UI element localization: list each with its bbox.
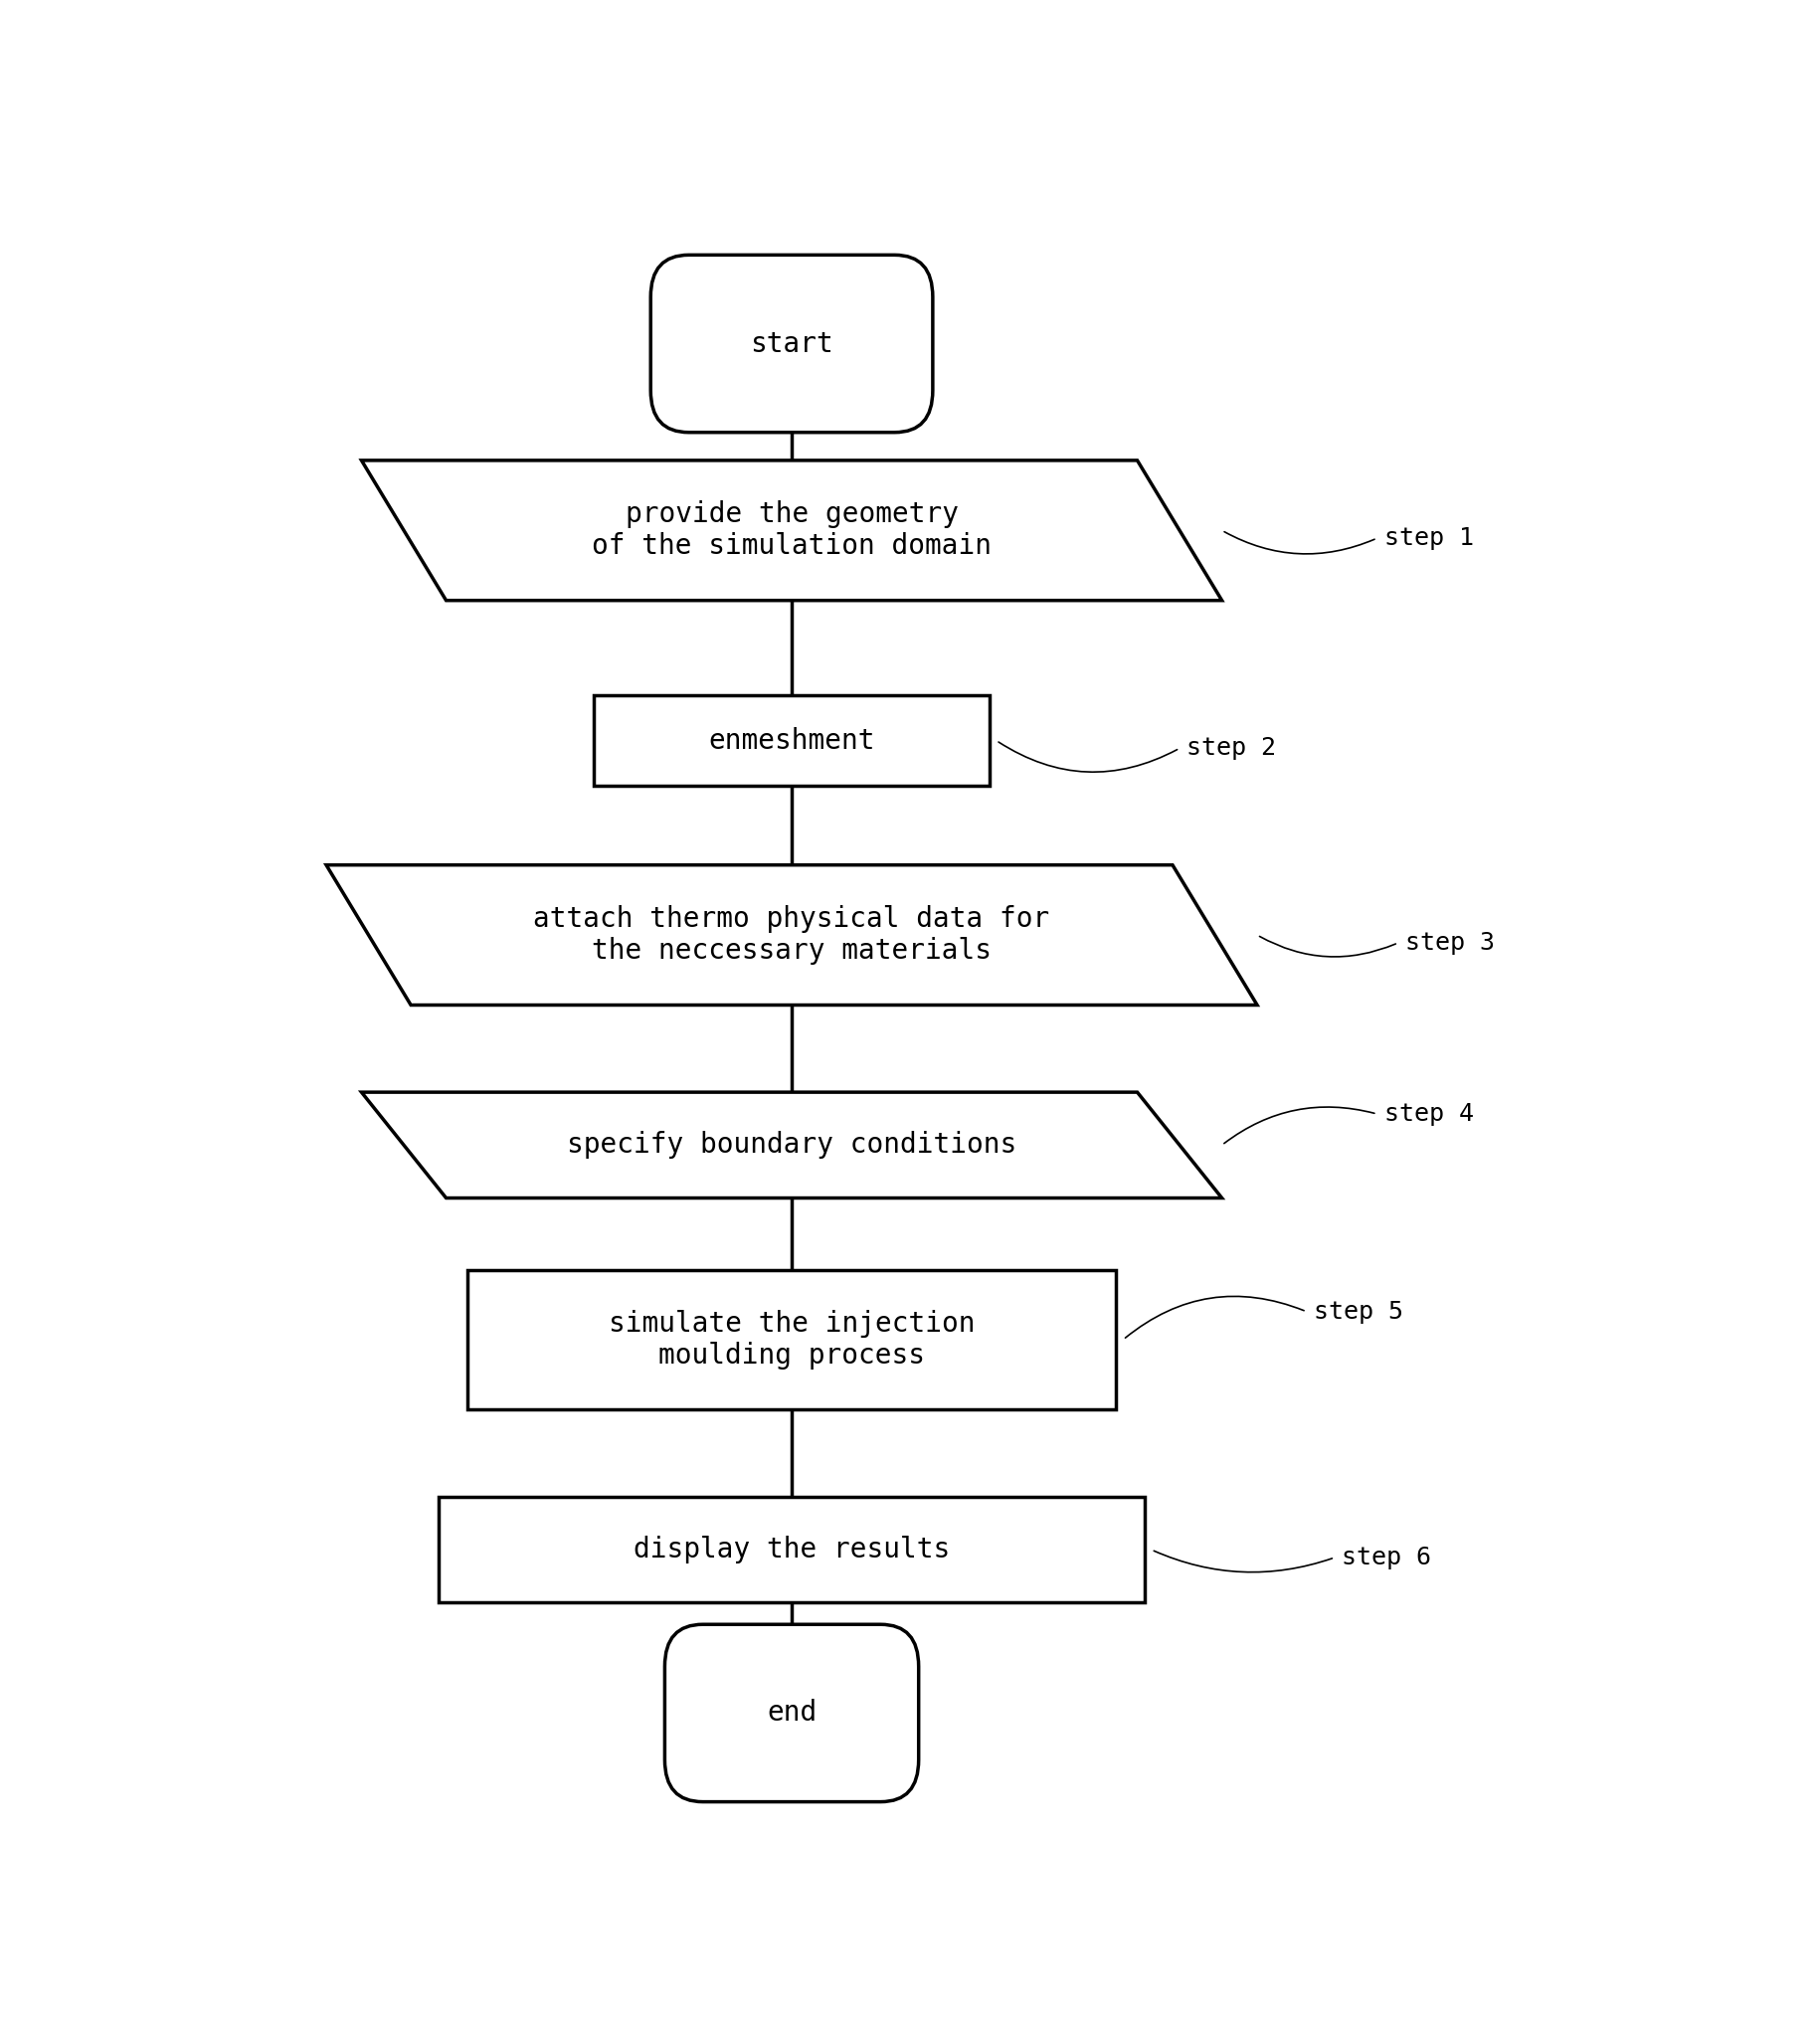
FancyBboxPatch shape	[652, 255, 932, 432]
Text: enmeshment: enmeshment	[708, 728, 875, 754]
Text: step 6: step 6	[1341, 1546, 1431, 1570]
Text: display the results: display the results	[633, 1536, 950, 1564]
Text: provide the geometry
of the simulation domain: provide the geometry of the simulation d…	[592, 501, 992, 560]
Bar	[468, 1269, 1116, 1411]
FancyBboxPatch shape	[664, 1625, 919, 1803]
Text: attach thermo physical data for
the neccessary materials: attach thermo physical data for the necc…	[533, 905, 1050, 966]
Text: specify boundary conditions: specify boundary conditions	[566, 1132, 1017, 1158]
Polygon shape	[362, 461, 1221, 600]
Text: end: end	[766, 1700, 817, 1728]
Text: step 4: step 4	[1385, 1101, 1474, 1126]
Polygon shape	[362, 1091, 1221, 1198]
Text: step 1: step 1	[1385, 525, 1474, 550]
Bar	[593, 695, 990, 786]
Text: step 5: step 5	[1314, 1300, 1403, 1324]
Text: step 3: step 3	[1405, 932, 1494, 954]
Text: start: start	[750, 329, 834, 358]
Text: simulate the injection
moulding process: simulate the injection moulding process	[608, 1310, 976, 1370]
Text: step 2: step 2	[1187, 736, 1276, 760]
Polygon shape	[326, 865, 1258, 1004]
Bar	[439, 1498, 1145, 1603]
